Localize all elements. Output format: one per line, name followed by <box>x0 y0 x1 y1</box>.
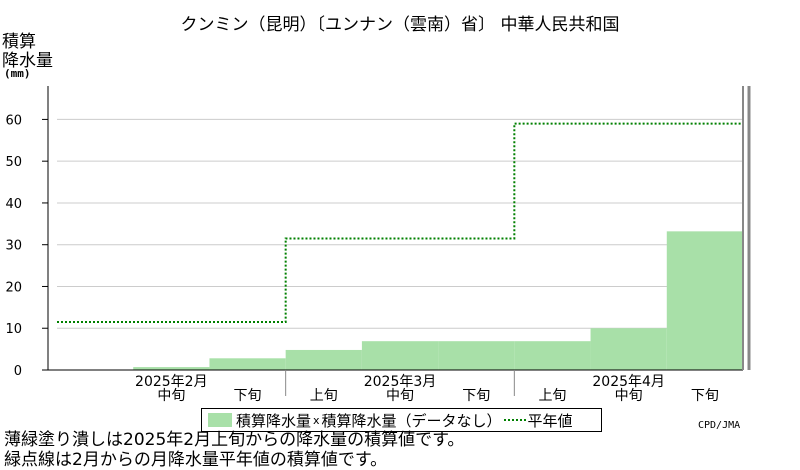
bars <box>133 231 743 370</box>
dekad-tick-label: 上旬 <box>538 388 566 404</box>
legend-missing-label: 積算降水量（データなし） <box>321 411 502 430</box>
precip-bar <box>590 328 667 370</box>
month-tick-label: 2025年4月 <box>592 374 665 390</box>
y-axis-unit: (mm) <box>4 67 31 80</box>
dekad-tick-label: 中旬 <box>386 388 414 404</box>
y-tick-label: 0 <box>14 364 22 379</box>
tick-labels: 0 10 20 30 40 50 60 中旬 下旬 上旬 中旬 下旬 上旬 中旬 下旬 2025年2月 2025… <box>5 113 718 404</box>
note-line-1: 薄緑塗り潰しは2025年2月上旬からの降水量の積算値です。 <box>4 430 465 450</box>
legend-line-swatch <box>503 419 526 421</box>
month-tick-label: 2025年2月 <box>135 374 208 390</box>
grid-lines <box>57 118 743 329</box>
precip-bar <box>133 367 210 370</box>
precip-bar <box>514 341 591 370</box>
precip-bar <box>438 341 515 370</box>
y-tick-label: 60 <box>5 113 22 128</box>
precip-bar <box>361 341 439 370</box>
precip-bar <box>209 358 286 370</box>
dekad-tick-label: 下旬 <box>234 388 262 404</box>
legend: 積算降水量 x 積算降水量（データなし） 平年値 <box>201 408 602 432</box>
legend-bar-label: 積算降水量 <box>236 411 312 430</box>
legend-separator: x <box>313 413 320 427</box>
legend-bar-swatch <box>208 413 232 427</box>
legend-line-label: 平年値 <box>527 411 573 430</box>
y-tick-label: 50 <box>5 155 22 170</box>
credit-text: CPD/JMA <box>698 420 741 431</box>
normal-line-layer <box>57 122 743 323</box>
y-tick-label: 10 <box>5 322 22 337</box>
precip-bar <box>666 231 743 370</box>
dekad-tick-label: 下旬 <box>462 388 490 404</box>
y-axis-label-line2: 降水量 <box>2 51 53 71</box>
y-tick-label: 20 <box>5 280 22 295</box>
chart-title: クンミン（昆明）〔ユンナン（雲南）省〕 中華人民共和国 <box>180 15 620 35</box>
dekad-tick-label: 中旬 <box>615 388 643 404</box>
dekad-tick-label: 下旬 <box>691 388 719 404</box>
y-axis-label-line1: 積算 <box>2 32 36 52</box>
y-tick-label: 30 <box>5 239 22 254</box>
dekad-tick-label: 中旬 <box>157 388 185 404</box>
note-line-2: 緑点線は2月からの月降水量平年値の積算値です。 <box>4 450 388 470</box>
precip-bar <box>285 349 362 370</box>
dekad-tick-label: 上旬 <box>310 388 338 404</box>
normal-step-line <box>57 122 743 323</box>
month-tick-label: 2025年3月 <box>364 374 437 390</box>
axes <box>42 86 751 396</box>
y-tick-label: 40 <box>5 197 22 212</box>
